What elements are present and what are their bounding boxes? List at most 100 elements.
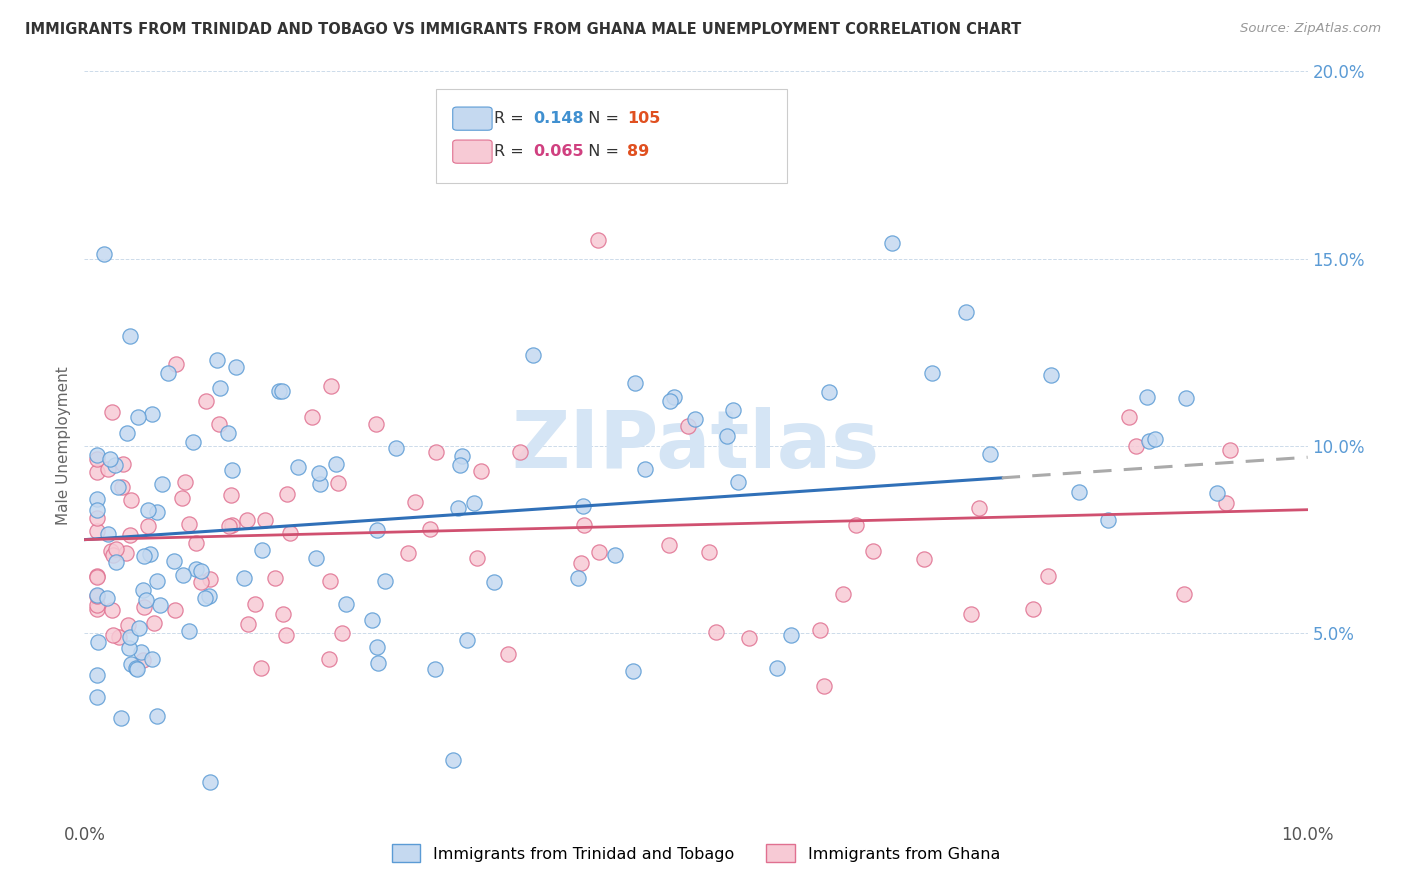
Point [87,634,110,648]
Point [882,235,904,250]
Point [586,233,609,247]
Point [184,536,207,550]
Point [205,352,228,367]
Point [366,640,388,654]
Point [221,463,243,477]
Point [252,543,274,558]
Point [325,457,347,471]
Point [658,538,681,552]
Point [190,575,212,590]
Point [118,641,141,656]
Point [818,385,841,400]
Point [862,544,884,558]
Point [271,384,294,398]
Point [254,513,277,527]
Point [683,412,706,426]
Point [132,652,155,666]
Point [118,528,141,542]
Point [621,664,644,678]
Point [716,429,738,443]
Point [276,628,298,642]
Point [117,618,139,632]
Point [177,517,200,532]
Point [172,567,194,582]
Point [766,661,789,675]
Point [198,572,221,586]
Point [115,545,138,559]
Point [127,410,149,425]
Point [219,488,242,502]
Point [721,403,744,417]
Point [110,711,132,725]
Point [912,551,935,566]
Point [93,246,115,260]
Point [624,376,647,390]
Point [321,379,343,393]
Point [374,574,396,588]
Point [361,613,384,627]
Point [267,384,290,399]
Point [367,657,389,671]
Point [243,598,266,612]
Point [235,512,257,526]
Point [86,569,108,583]
Y-axis label: Male Unemployment: Male Unemployment [56,367,72,525]
Point [1173,587,1195,601]
Point [86,598,108,612]
Point [181,434,204,449]
Point [105,542,128,557]
Point [86,569,108,583]
Point [450,449,472,463]
Point [699,545,721,559]
Point [238,616,260,631]
Point [218,518,240,533]
Point [1038,569,1060,583]
Point [419,522,441,536]
Point [86,503,108,517]
Point [1069,485,1091,500]
Point [97,461,120,475]
Point [96,591,118,605]
Point [225,360,247,375]
Point [209,381,232,395]
Point [86,465,108,479]
Point [107,480,129,494]
Point [195,394,218,409]
Point [165,357,187,371]
Point [1143,432,1166,446]
Point [832,587,855,601]
Point [98,451,121,466]
Point [727,475,749,489]
Point [326,476,349,491]
Point [128,621,150,635]
Legend: Immigrants from Trinidad and Tobago, Immigrants from Ghana: Immigrants from Trinidad and Tobago, Imm… [385,838,1007,869]
Point [221,517,243,532]
Point [308,476,330,491]
Point [447,500,470,515]
Point [118,329,141,343]
Point [1219,443,1241,458]
Point [364,417,387,431]
Point [425,445,447,459]
Point [396,546,419,560]
Point [463,496,485,510]
Point [1097,513,1119,527]
Point [179,624,201,638]
Point [103,549,125,563]
Point [143,615,166,630]
Point [108,630,131,644]
Point [513,120,536,135]
Point [319,574,342,588]
Point [86,667,108,681]
Point [208,417,231,431]
Point [165,603,187,617]
Point [170,491,193,506]
Point [111,457,134,471]
Point [384,441,406,455]
Point [813,679,835,693]
Point [845,518,868,533]
Point [955,304,977,318]
Point [301,410,323,425]
Point [100,544,122,558]
Point [86,451,108,466]
